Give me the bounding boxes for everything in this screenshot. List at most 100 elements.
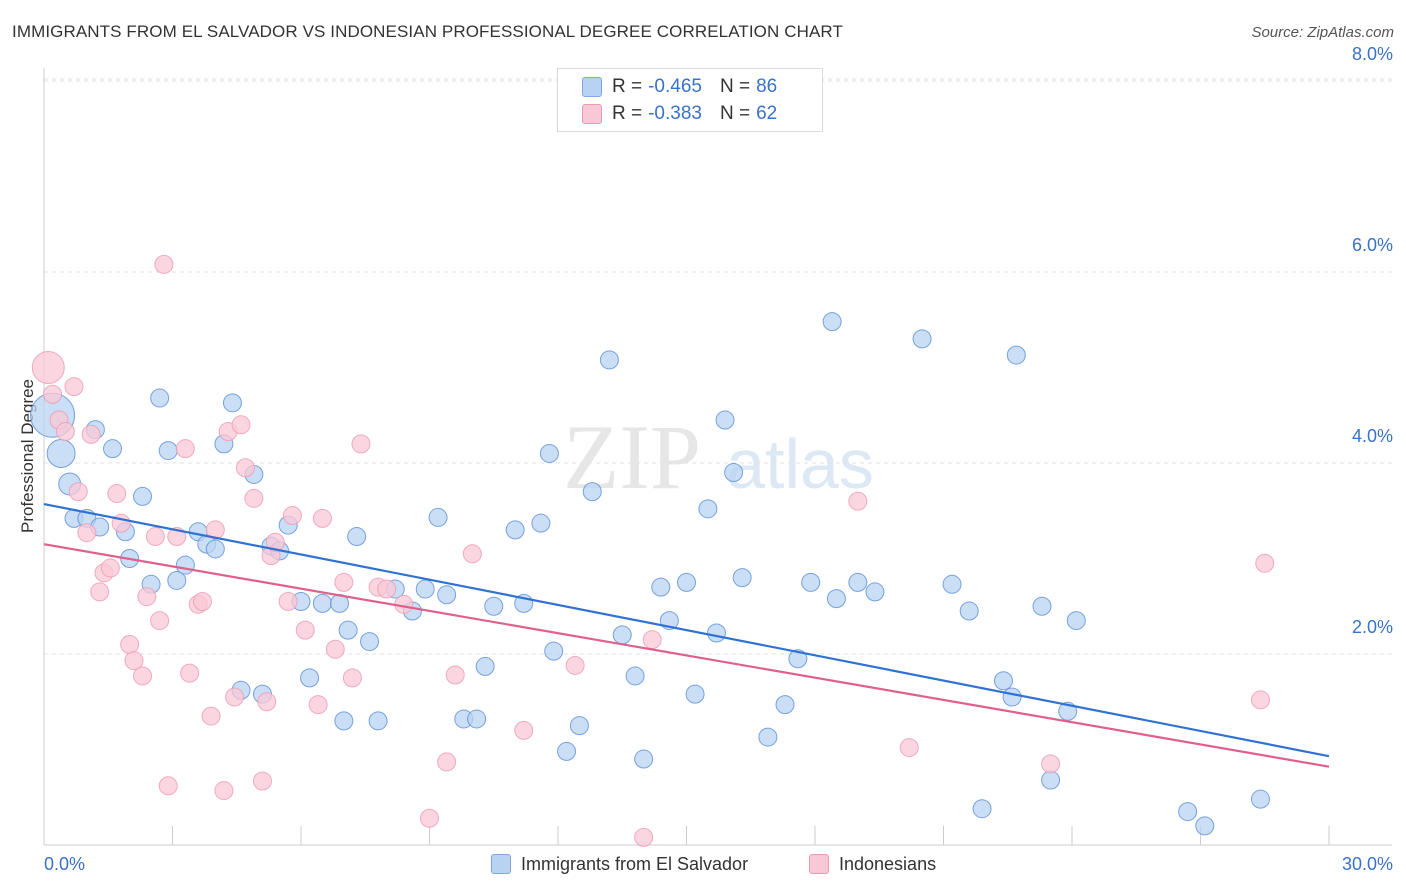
point-indonesians: [634, 827, 654, 847]
point-el-salvador: [685, 684, 705, 704]
point-el-salvador: [715, 410, 735, 430]
point-indonesians: [68, 482, 88, 502]
point-el-salvador: [222, 393, 242, 413]
legend-swatch-pink: [582, 104, 602, 124]
grid-layer: [44, 78, 1392, 655]
point-el-salvador: [634, 749, 654, 769]
point-indonesians: [445, 665, 465, 685]
point-el-salvador: [1002, 687, 1022, 707]
point-indonesians: [514, 720, 534, 740]
legend-row-indonesians: R = -0.383 N = 62: [582, 102, 777, 126]
legend: R = -0.465 N = 86 R = -0.383 N = 62: [557, 68, 823, 132]
legend-n-label: N =: [719, 76, 751, 97]
point-indonesians: [642, 630, 662, 650]
point-indonesians: [64, 377, 84, 397]
point-indonesians: [214, 781, 234, 801]
point-indonesians: [154, 254, 174, 274]
point-indonesians: [899, 738, 919, 758]
point-indonesians: [462, 544, 482, 564]
point-el-salvador: [848, 572, 868, 592]
point-indonesians: [201, 706, 221, 726]
point-el-salvador: [1006, 345, 1026, 365]
point-el-salvador: [338, 620, 358, 640]
point-indonesians: [325, 639, 345, 659]
point-el-salvador: [788, 649, 808, 669]
point-indonesians: [1041, 754, 1061, 774]
legend-swatch-blue: [582, 77, 602, 97]
point-el-salvador: [582, 482, 602, 502]
point-indonesians: [175, 439, 195, 459]
point-el-salvador: [569, 716, 589, 736]
point-el-salvador: [300, 668, 320, 688]
point-el-salvador: [539, 443, 559, 463]
point-indonesians: [158, 776, 178, 796]
point-el-salvador: [826, 589, 846, 609]
point-indonesians: [180, 663, 200, 683]
point-indonesians: [120, 634, 140, 654]
point-indonesians: [192, 591, 212, 611]
point-indonesians: [55, 421, 75, 441]
point-el-salvador: [334, 711, 354, 731]
y-tick-label: 4.0%: [1352, 426, 1393, 446]
trend-line-indonesians: [43, 543, 1330, 768]
point-indonesians: [133, 666, 153, 686]
point-el-salvador: [822, 312, 842, 332]
point-indonesians: [124, 651, 144, 671]
point-el-salvador: [175, 555, 195, 575]
point-el-salvador: [437, 585, 457, 605]
chart-title: IMMIGRANTS FROM EL SALVADOR VS INDONESIA…: [12, 22, 843, 41]
point-el-salvador: [347, 527, 367, 547]
point-indonesians: [77, 523, 97, 543]
point-el-salvador: [706, 623, 726, 643]
point-el-salvador: [612, 625, 632, 645]
point-indonesians: [308, 695, 328, 715]
point-el-salvador: [428, 507, 448, 527]
point-el-salvador: [205, 539, 225, 559]
point-el-salvador: [484, 596, 504, 616]
point-indonesians: [1250, 690, 1270, 710]
point-el-salvador: [912, 329, 932, 349]
point-el-salvador: [993, 671, 1013, 691]
point-indonesians: [1255, 553, 1275, 573]
point-el-salvador: [46, 438, 76, 468]
point-el-salvador: [1178, 802, 1198, 822]
point-el-salvador: [625, 666, 645, 686]
point-el-salvador: [865, 582, 885, 602]
tick-label-layer: 2.0% 4.0% 6.0% 8.0% 0.0% 30.0%: [44, 44, 1393, 874]
trend-line-el-salvador: [43, 502, 1330, 758]
point-el-salvador: [133, 486, 153, 506]
point-el-salvador: [775, 695, 795, 715]
trend-layer: [43, 502, 1330, 768]
legend-n-label: N =: [719, 103, 751, 124]
point-indonesians: [205, 520, 225, 540]
point-indonesians: [90, 582, 110, 602]
y-tick-label: 2.0%: [1352, 617, 1393, 637]
point-el-salvador: [698, 499, 718, 519]
point-indonesians: [342, 668, 362, 688]
legend-r-label: R =: [612, 103, 643, 124]
point-el-salvador: [959, 601, 979, 621]
point-el-salvador: [557, 741, 577, 761]
legend-r-value: -0.465: [648, 76, 702, 97]
point-el-salvador: [1032, 596, 1052, 616]
source-label: Source: ZipAtlas.com: [1251, 24, 1394, 41]
point-indonesians: [107, 484, 127, 504]
legend-row-el-salvador: R = -0.465 N = 86: [582, 75, 777, 99]
point-el-salvador: [599, 350, 619, 370]
point-el-salvador: [150, 388, 170, 408]
point-el-salvador: [942, 574, 962, 594]
point-indonesians: [235, 458, 255, 478]
point-indonesians: [377, 579, 397, 599]
point-el-salvador: [467, 709, 487, 729]
point-indonesians: [334, 572, 354, 592]
point-indonesians: [278, 591, 298, 611]
series-name-indonesians: Indonesians: [839, 853, 937, 874]
point-el-salvador: [724, 463, 744, 483]
series-swatch-pink: [809, 854, 829, 874]
series-swatch-blue: [491, 854, 511, 874]
point-el-salvador: [531, 513, 551, 533]
y-tick-label: 8.0%: [1352, 44, 1393, 64]
point-el-salvador: [103, 439, 123, 459]
point-el-salvador: [732, 568, 752, 588]
